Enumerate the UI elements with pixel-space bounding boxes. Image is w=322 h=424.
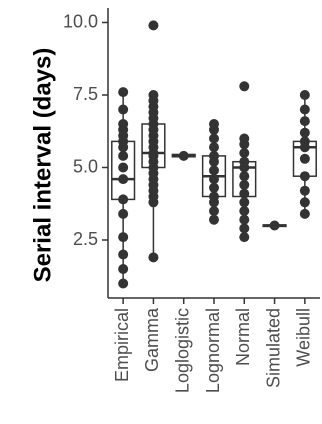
data-point — [148, 90, 159, 100]
data-point — [239, 171, 250, 182]
x-tick-label: Normal — [233, 308, 253, 366]
box-empirical — [111, 87, 136, 289]
data-point — [299, 90, 310, 100]
data-point — [299, 171, 310, 182]
data-point — [118, 278, 129, 289]
data-point — [209, 150, 219, 161]
x-tick-label: Weibull — [294, 308, 314, 367]
data-point — [239, 214, 250, 225]
data-point — [299, 116, 310, 127]
data-point — [239, 188, 250, 199]
data-point — [118, 208, 129, 219]
data-point — [118, 162, 129, 173]
data-point — [299, 104, 310, 115]
data-point — [118, 194, 129, 205]
data-point — [299, 136, 310, 147]
data-point — [118, 174, 129, 185]
data-point — [209, 182, 219, 193]
data-point — [299, 185, 310, 196]
y-axis: 2.5 5.0 7.5 10.0 — [63, 8, 109, 298]
data-point — [209, 214, 219, 225]
box-simulated — [262, 220, 287, 231]
data-point — [239, 81, 250, 92]
data-point — [239, 232, 250, 243]
data-point — [209, 191, 219, 202]
data-point — [209, 133, 219, 144]
data-point — [118, 249, 129, 260]
data-point — [239, 206, 250, 216]
data-point — [239, 148, 250, 158]
y-tick-label: 2.5 — [73, 229, 98, 249]
y-tick-label: 10.0 — [63, 11, 98, 31]
data-point — [178, 150, 189, 161]
data-point — [239, 133, 250, 144]
x-tick-label: Simulated — [263, 308, 283, 388]
data-point — [299, 127, 310, 138]
data-point — [239, 156, 250, 167]
data-point — [299, 153, 310, 164]
x-axis: Empirical Gamma Loglogistic Lognormal Normal… — [108, 297, 320, 393]
box-weibull — [292, 90, 317, 219]
data-point — [118, 104, 129, 115]
data-point — [118, 119, 129, 129]
box-normal — [232, 81, 257, 243]
data-point — [209, 119, 219, 129]
data-point — [239, 223, 250, 234]
y-tick-label: 5.0 — [73, 156, 98, 176]
box-gamma — [141, 20, 166, 263]
data-point — [148, 20, 159, 31]
data-point — [209, 142, 219, 153]
data-point — [299, 208, 310, 219]
data-point — [118, 150, 129, 161]
box-lognormal — [201, 119, 227, 225]
x-tick-label: Gamma — [142, 307, 162, 372]
y-tick-label: 7.5 — [73, 84, 98, 104]
data-point — [269, 220, 280, 231]
data-point — [209, 206, 219, 216]
data-point — [239, 179, 250, 190]
data-point — [148, 252, 159, 263]
data-point — [209, 174, 219, 185]
data-point — [118, 232, 129, 243]
x-tick-label: Loglogistic — [172, 308, 192, 393]
box-loglogistic — [171, 150, 196, 161]
x-tick-label: Empirical — [112, 308, 132, 382]
data-point — [118, 87, 129, 98]
data-point — [209, 165, 219, 176]
plot-area — [111, 20, 317, 289]
y-axis-title: Serial interval (days) — [29, 48, 56, 283]
x-tick-label: Lognormal — [203, 308, 223, 393]
data-point — [239, 197, 250, 208]
data-point — [118, 264, 129, 274]
data-point — [299, 197, 310, 208]
